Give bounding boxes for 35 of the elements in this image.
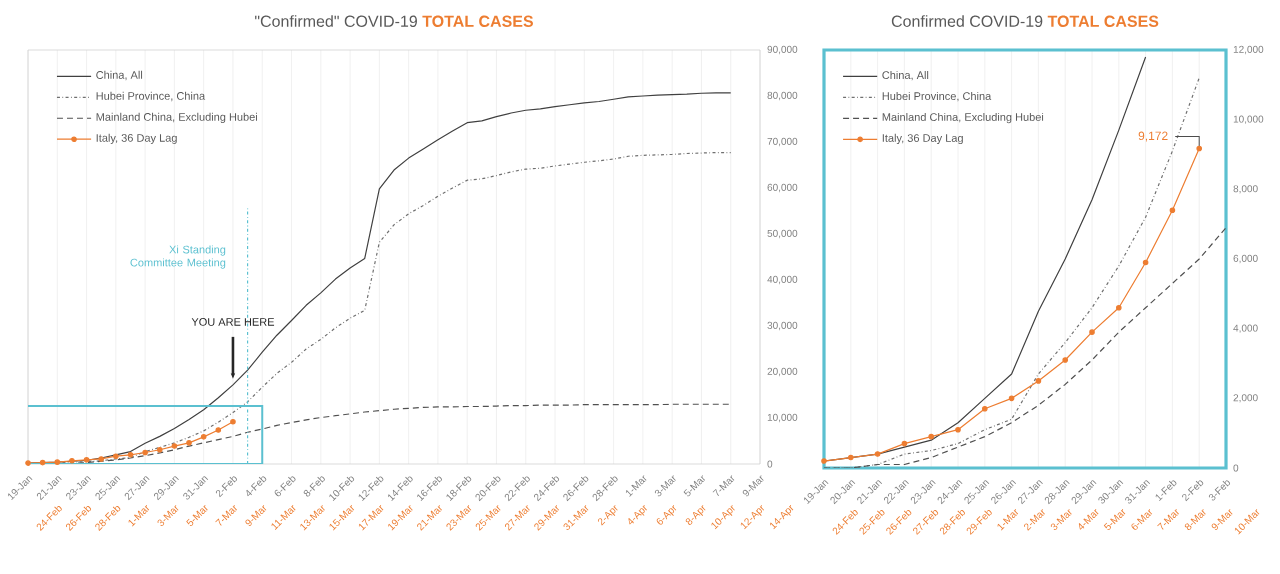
point xyxy=(186,440,192,446)
chart-title: Confirmed COVID-19 xyxy=(891,15,1043,27)
point xyxy=(69,457,75,464)
point xyxy=(1035,378,1042,384)
point xyxy=(1142,259,1149,266)
point xyxy=(982,405,988,412)
point xyxy=(955,426,961,433)
point xyxy=(901,440,908,447)
point xyxy=(83,457,90,463)
point xyxy=(142,449,148,456)
chart-subtitle: TOTAL CASES xyxy=(422,15,533,27)
point xyxy=(1089,329,1095,335)
point xyxy=(54,459,61,465)
point xyxy=(171,443,178,449)
point xyxy=(1008,395,1015,402)
point xyxy=(928,433,935,440)
point xyxy=(113,453,119,459)
point xyxy=(230,418,236,425)
point xyxy=(98,456,105,462)
point xyxy=(215,427,222,433)
chart-subtitle: TOTAL CASES xyxy=(1047,15,1159,27)
point xyxy=(1062,357,1069,363)
point xyxy=(156,446,163,453)
point xyxy=(39,459,46,466)
point xyxy=(1116,304,1122,311)
point xyxy=(1196,145,1203,152)
point xyxy=(874,451,881,457)
point xyxy=(127,452,134,458)
chart-title: "Confirmed" COVID-19 xyxy=(255,15,417,27)
point xyxy=(821,458,827,464)
point xyxy=(200,434,207,440)
point xyxy=(848,454,854,461)
point xyxy=(1169,207,1176,214)
point xyxy=(25,460,31,466)
line-series xyxy=(824,227,1227,468)
